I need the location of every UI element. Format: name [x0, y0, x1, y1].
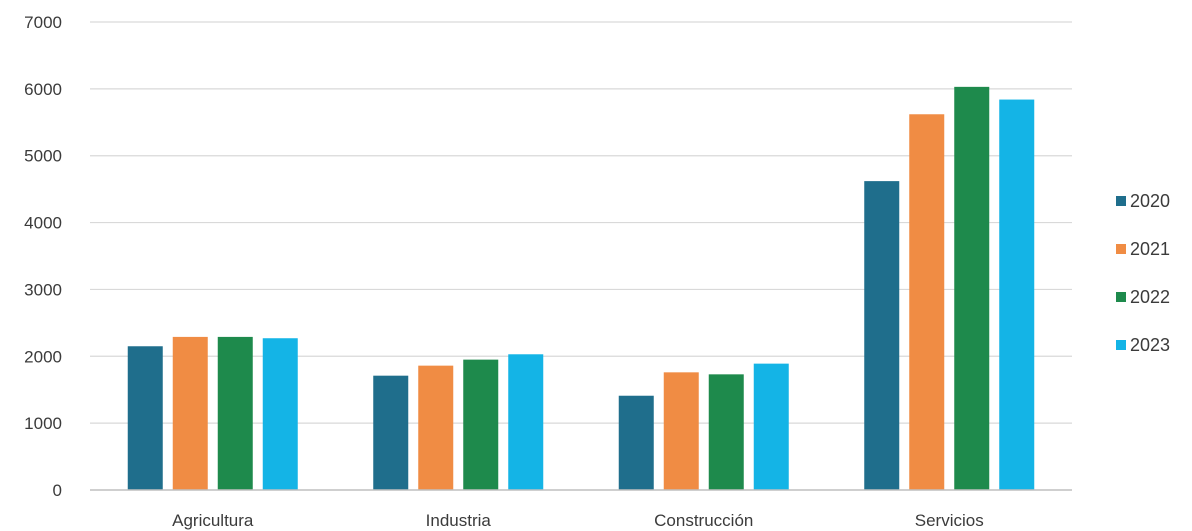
y-tick-label: 6000: [24, 80, 62, 99]
bar-construcci-n-2023: [753, 363, 789, 490]
bar-construcci-n-2020: [618, 395, 654, 490]
bar-industria-2021: [418, 365, 454, 490]
bar-construcci-n-2021: [663, 372, 699, 490]
bar-industria-2023: [508, 354, 544, 490]
bar-servicios-2022: [954, 86, 990, 490]
legend-label: 2022: [1130, 287, 1170, 307]
bar-industria-2020: [373, 375, 409, 490]
y-tick-label: 2000: [24, 347, 62, 366]
bar-agricultura-2020: [127, 346, 163, 490]
legend-swatch: [1116, 340, 1126, 350]
bar-industria-2022: [463, 359, 499, 490]
x-tick-label: Agricultura: [172, 511, 254, 530]
x-tick-label: Industria: [426, 511, 492, 530]
bar-construcci-n-2022: [708, 374, 744, 490]
bar-servicios-2021: [909, 114, 945, 491]
legend-label: 2020: [1130, 191, 1170, 211]
legend: 2020 2021 2022 2023: [1116, 191, 1170, 355]
bar-agricultura-2021: [172, 336, 208, 490]
y-tick-label: 5000: [24, 147, 62, 166]
gridlines: [90, 21, 1072, 424]
legend-swatch: [1116, 244, 1126, 254]
y-tick-label: 1000: [24, 414, 62, 433]
y-tick-label: 4000: [24, 214, 62, 233]
bar-agricultura-2022: [217, 336, 253, 490]
bar-agricultura-2023: [262, 338, 298, 490]
y-tick-label: 3000: [24, 280, 62, 299]
bar-servicios-2023: [999, 99, 1035, 490]
x-tick-label: Servicios: [915, 511, 984, 530]
y-tick-label: 0: [53, 481, 62, 500]
legend-swatch: [1116, 292, 1126, 302]
bar-servicios-2020: [864, 181, 900, 490]
x-tick-label: Construcción: [654, 511, 753, 530]
legend-label: 2023: [1130, 335, 1170, 355]
x-axis-labels: Agricultura Industria Construcción Servicio…: [172, 511, 984, 530]
legend-label: 2021: [1130, 239, 1170, 259]
legend-swatch: [1116, 196, 1126, 206]
y-tick-label: 7000: [24, 13, 62, 32]
y-axis-ticks: 0 1000 2000 3000 4000 5000 6000 7000: [24, 13, 62, 500]
bars: [127, 86, 1035, 491]
